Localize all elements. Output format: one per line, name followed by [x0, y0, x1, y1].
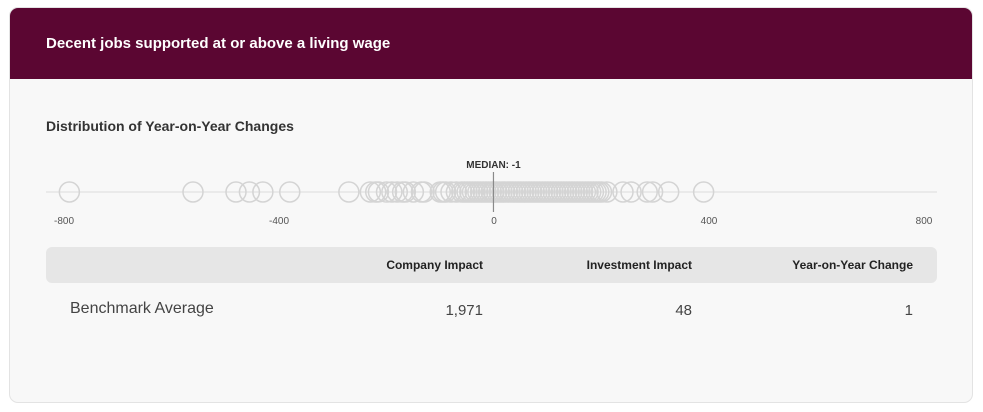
x-tick-label: 400	[701, 216, 718, 227]
table-row: Benchmark Average 1,971 48 1	[46, 288, 937, 328]
data-point	[359, 181, 382, 203]
data-point	[58, 181, 81, 203]
cell-yoy-change: 1	[904, 302, 913, 319]
data-point	[641, 181, 664, 203]
x-tick-label: 0	[491, 216, 497, 227]
impact-card: Decent jobs supported at or above a livi…	[9, 7, 973, 403]
data-point	[445, 181, 468, 203]
table-header: Company Impact Investment Impact Year-on…	[46, 247, 937, 283]
data-point	[279, 181, 301, 203]
data-point	[413, 181, 435, 203]
row-label-benchmark: Benchmark Average	[70, 300, 214, 317]
cell-company-impact: 1,971	[445, 302, 483, 319]
data-point	[367, 181, 390, 203]
data-point	[590, 181, 613, 203]
data-point	[612, 181, 634, 203]
x-tick-label: -400	[269, 216, 289, 227]
data-point	[636, 181, 658, 203]
cell-investment-impact: 48	[675, 302, 692, 319]
data-point	[692, 181, 715, 203]
card-title: Decent jobs supported at or above a livi…	[46, 35, 391, 52]
header-investment-impact: Investment Impact	[586, 258, 692, 272]
data-point	[338, 181, 360, 203]
header-company-impact: Company Impact	[386, 258, 483, 272]
data-point	[402, 181, 425, 203]
data-point	[238, 181, 261, 203]
data-point	[596, 181, 618, 203]
data-point	[381, 181, 403, 203]
data-point	[182, 181, 204, 203]
data-point	[440, 181, 462, 203]
data-point	[225, 181, 247, 203]
data-point	[375, 181, 398, 203]
data-point	[386, 181, 408, 203]
data-point	[657, 181, 680, 203]
card-header: Decent jobs supported at or above a livi…	[10, 8, 972, 79]
data-point	[620, 181, 642, 203]
distribution-strip-chart: MEDIAN: -1 -800 -400 0 400 800	[46, 160, 937, 227]
data-point	[434, 181, 457, 203]
header-yoy-change: Year-on-Year Change	[792, 258, 913, 272]
chart-title: Distribution of Year-on-Year Changes	[46, 118, 294, 134]
median-label: MEDIAN: -1	[466, 160, 521, 171]
data-point	[252, 181, 274, 203]
x-tick-label: -800	[54, 216, 74, 227]
data-point	[394, 181, 417, 203]
x-tick-label: 800	[916, 216, 933, 227]
